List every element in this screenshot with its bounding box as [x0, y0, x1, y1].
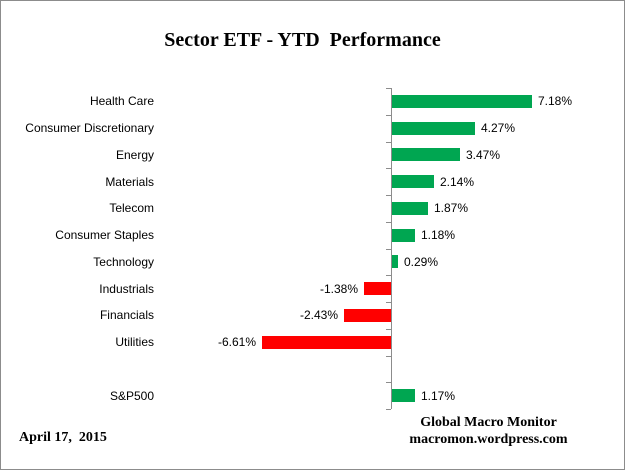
category-label: Materials [105, 175, 154, 189]
axis-tick [386, 249, 391, 250]
bar [392, 175, 434, 188]
value-label: 3.47% [466, 148, 501, 162]
value-label: 2.14% [440, 175, 475, 189]
value-label: -1.38% [319, 282, 358, 296]
axis-tick [386, 88, 391, 89]
axis-tick [386, 142, 391, 143]
footer-date: April 17, 2015 [19, 430, 107, 445]
axis-tick [386, 222, 391, 223]
bar [344, 309, 391, 322]
axis-tick [386, 409, 391, 410]
axis-tick [386, 275, 391, 276]
bar [262, 336, 391, 349]
value-label: 7.18% [538, 94, 573, 108]
category-label: Telecom [109, 201, 154, 215]
brand-url: macromon.wordpress.com [409, 432, 568, 447]
chart-title: Sector ETF - YTD Performance [164, 29, 441, 51]
category-label: Consumer Staples [55, 228, 154, 242]
axis-tick [386, 195, 391, 196]
bar [392, 95, 532, 108]
category-axis-line [391, 88, 392, 409]
value-label: 4.27% [481, 121, 516, 135]
axis-tick [386, 115, 391, 116]
axis-tick [386, 329, 391, 330]
bar [392, 389, 415, 402]
axis-tick [386, 356, 391, 357]
bar [364, 282, 391, 295]
category-label: Health Care [89, 94, 154, 108]
bar [392, 229, 415, 242]
brand-name: Global Macro Monitor [420, 415, 557, 430]
category-label: Energy [115, 148, 154, 162]
category-label: Industrials [99, 282, 154, 296]
category-label: Utilities [115, 335, 154, 349]
category-label: S&P500 [109, 389, 154, 403]
value-label: 1.87% [434, 201, 469, 215]
axis-tick [386, 382, 391, 383]
bar [392, 255, 398, 268]
category-label: Technology [93, 255, 154, 269]
value-label: 1.18% [421, 228, 456, 242]
value-label: 1.17% [421, 389, 456, 403]
category-label: Financials [99, 308, 154, 322]
axis-tick [386, 168, 391, 169]
bar [392, 202, 428, 215]
bar [392, 122, 475, 135]
value-label: -6.61% [217, 335, 256, 349]
value-label: 0.29% [404, 255, 439, 269]
axis-tick [386, 302, 391, 303]
category-label: Consumer Discretionary [25, 121, 154, 135]
value-label: -2.43% [299, 308, 338, 322]
bar [392, 148, 460, 161]
